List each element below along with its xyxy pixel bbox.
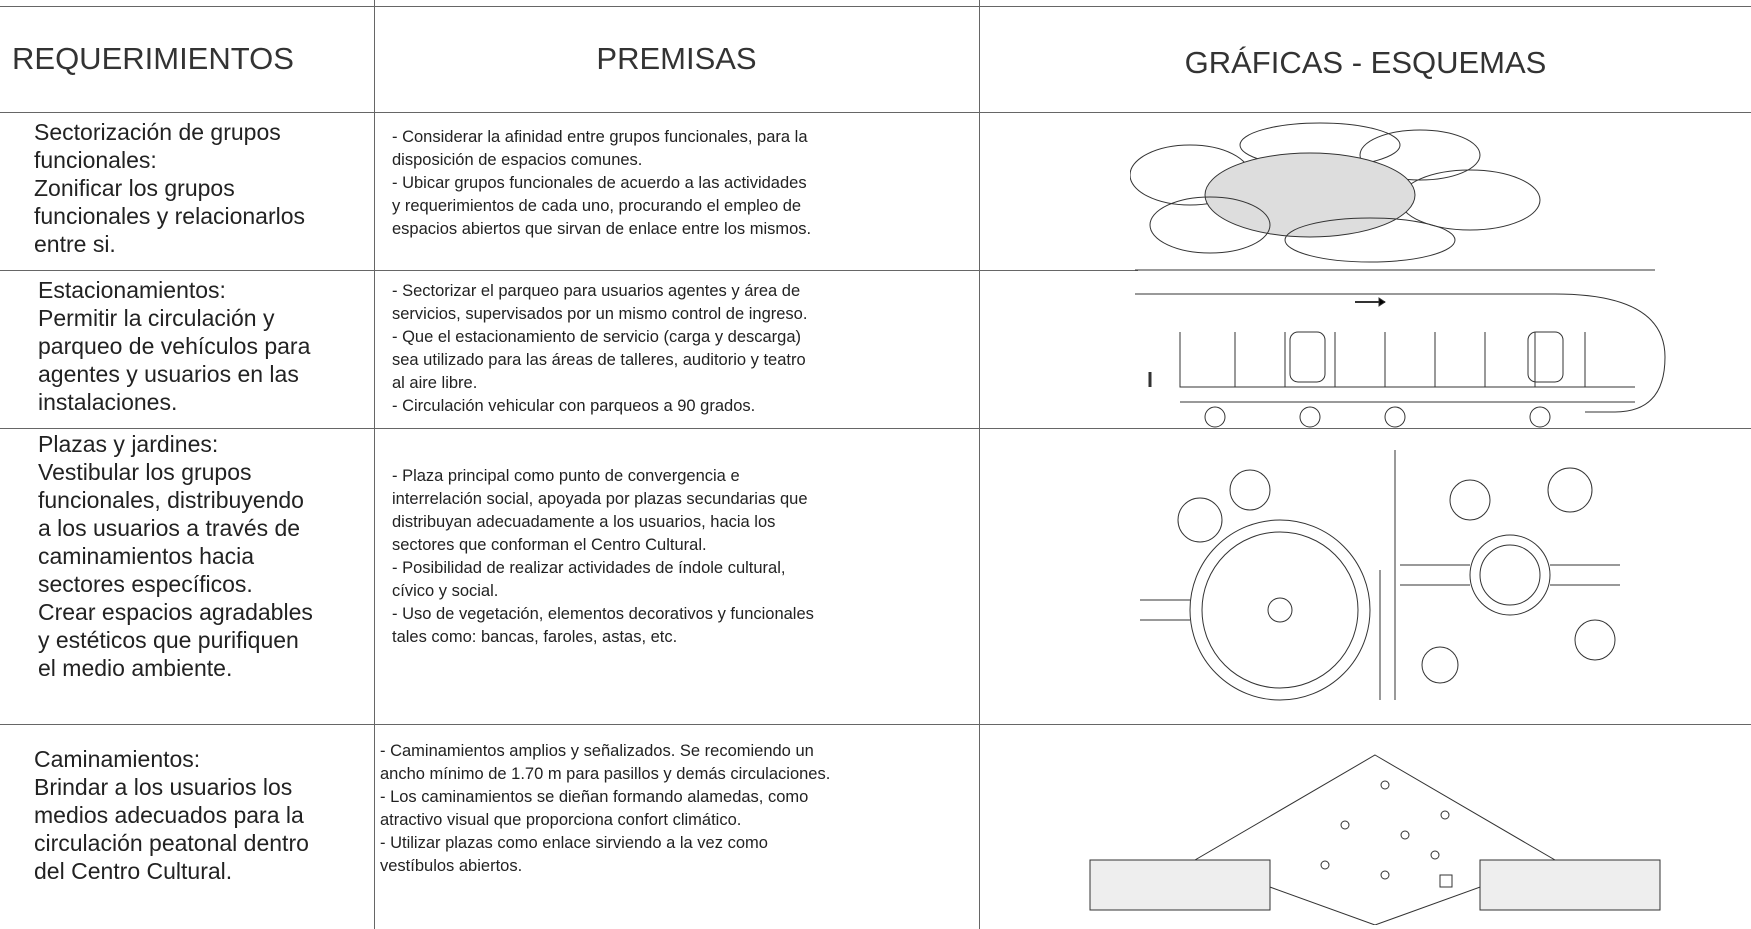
row-divider: [0, 112, 1751, 113]
text-line: vestíbulos abiertos.: [380, 857, 523, 875]
requirement-cell: Caminamientos: Brindar a los usuarios los…: [34, 745, 309, 885]
text-line: y requerimientos de cada uno, procurando…: [392, 197, 802, 215]
text-line: Zonificar los grupos: [34, 175, 235, 201]
row-divider: [0, 724, 1751, 725]
text-line: Sectorización de grupos: [34, 119, 281, 145]
text-line: - Que el estacionamiento de servicio (ca…: [392, 328, 802, 346]
premise-cell: - Sectorizar el parqueo para usuarios ag…: [392, 280, 807, 418]
premise-cell: - Plaza principal como punto de converge…: [392, 465, 814, 649]
walkway-sketch: [1089, 754, 1661, 925]
column-header: REQUERIMIENTOS: [12, 41, 294, 76]
text-line: circulación peatonal dentro: [34, 830, 309, 856]
text-line: - Utilizar plazas como enlace sirviendo …: [380, 834, 768, 852]
text-line: y estéticos que purifiquen: [38, 627, 299, 653]
text-line: - Sectorizar el parqueo para usuarios ag…: [392, 282, 801, 300]
row-divider: [0, 428, 1751, 429]
text-line: Plazas y jardines:: [38, 431, 219, 457]
text-line: - Uso de vegetación, elementos decorativ…: [392, 605, 814, 623]
text-line: Caminamientos:: [34, 746, 201, 772]
text-line: - Los caminamientos se dieñan formando a…: [380, 788, 809, 806]
column-header: GRÁFICAS - ESQUEMAS: [1184, 45, 1547, 80]
text-line: funcionales y relacionarlos: [34, 203, 306, 229]
text-line: disposición de espacios comunes.: [392, 151, 643, 169]
text-line: cívico y social.: [392, 582, 499, 600]
text-line: ancho mínimo de 1.70 m para pasillos y d…: [380, 765, 831, 783]
premise-cell: - Considerar la afinidad entre grupos fu…: [392, 126, 811, 241]
text-line: Permitir la circulación y: [38, 305, 275, 331]
text-line: caminamientos hacia: [38, 543, 255, 569]
row-divider: [0, 270, 1138, 271]
plaza-sketch: [1140, 450, 1620, 701]
text-line: servicios, supervisados por un mismo con…: [392, 305, 808, 323]
text-line: Brindar a los usuarios los: [34, 774, 293, 800]
text-line: instalaciones.: [38, 389, 178, 415]
text-line: interrelación social, apoyada por plazas…: [392, 490, 808, 508]
requirement-cell: Sectorización de grupos funcionales: Zonif…: [34, 118, 305, 258]
column-divider: [979, 0, 980, 929]
requirement-cell: Estacionamientos: Permitir la circulación…: [38, 276, 310, 416]
text-line: entre si.: [34, 231, 116, 257]
text-line: del Centro Cultural.: [34, 858, 233, 884]
text-line: - Ubicar grupos funcionales de acuerdo a…: [392, 174, 807, 192]
text-line: tales como: bancas, faroles, astas, etc.: [392, 628, 678, 646]
text-line: medios adecuados para la: [34, 802, 304, 828]
zoning-sketch: [1130, 122, 1541, 263]
text-line: funcionales, distribuyendo: [38, 487, 304, 513]
text-line: atractivo visual que proporciona confort…: [380, 811, 742, 829]
text-line: - Posibilidad de realizar actividades de…: [392, 559, 786, 577]
text-line: Estacionamientos:: [38, 277, 226, 303]
column-header: PREMISAS: [596, 41, 757, 76]
requirement-cell: Plazas y jardines: Vestibular los grupos f…: [38, 430, 313, 682]
text-line: agentes y usuarios en las: [38, 361, 299, 387]
text-line: el medio ambiente.: [38, 655, 233, 681]
text-line: - Caminamientos amplios y señalizados. S…: [380, 742, 814, 760]
text-line: funcionales:: [34, 147, 157, 173]
text-line: al aire libre.: [392, 374, 478, 392]
text-line: sectores específicos.: [38, 571, 253, 597]
text-line: - Considerar la afinidad entre grupos fu…: [392, 128, 808, 146]
text-line: a los usuarios a través de: [38, 515, 301, 541]
row-divider: [0, 6, 1751, 7]
text-line: Crear espacios agradables: [38, 599, 313, 625]
column-divider: [374, 0, 375, 929]
text-line: distribuyan adecuadamente a los usuarios…: [392, 513, 776, 531]
text-line: parqueo de vehículos para: [38, 333, 311, 359]
text-line: - Plaza principal como punto de converge…: [392, 467, 740, 485]
text-line: Vestibular los grupos: [38, 459, 252, 485]
parking-sketch: [1135, 269, 1666, 428]
text-line: espacios abiertos que sirvan de enlace e…: [392, 220, 812, 238]
text-line: - Circulación vehicular con parqueos a 9…: [392, 397, 756, 415]
text-line: sectores que conforman el Centro Cultura…: [392, 536, 707, 554]
premise-cell: - Caminamientos amplios y señalizados. S…: [380, 740, 830, 878]
text-line: sea utilizado para las áreas de talleres…: [392, 351, 806, 369]
